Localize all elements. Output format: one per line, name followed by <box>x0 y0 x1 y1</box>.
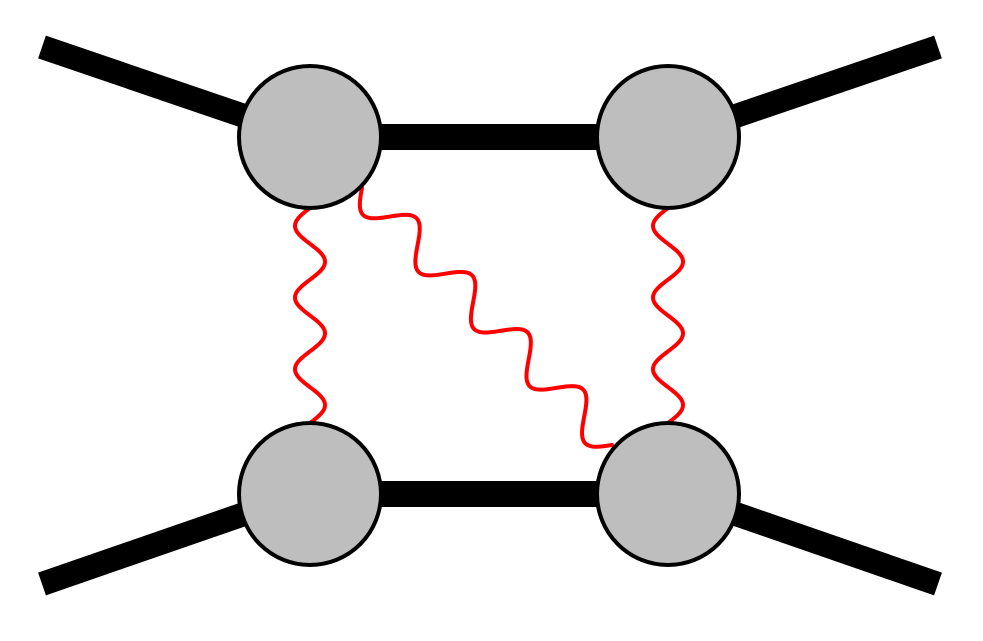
external-leg-top-right <box>726 35 942 130</box>
external-leg-bottom-right <box>726 500 942 596</box>
photon-right <box>650 206 686 425</box>
blob-bottom-right <box>595 421 741 567</box>
photon-diagonal <box>357 186 614 449</box>
blob-top-left <box>237 64 383 210</box>
external-leg-bottom-left <box>38 500 254 596</box>
blob-bottom-left <box>237 421 383 567</box>
blob-top-right <box>595 64 741 210</box>
photon-left <box>292 206 328 425</box>
external-leg-top-left <box>38 35 254 130</box>
